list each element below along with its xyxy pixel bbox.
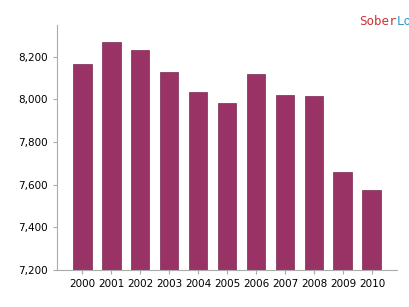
- Bar: [189, 92, 207, 307]
- Bar: [333, 172, 352, 307]
- Text: Look.com: Look.com: [397, 15, 409, 28]
- Bar: [362, 190, 381, 307]
- Bar: [247, 74, 265, 307]
- Bar: [305, 96, 324, 307]
- Bar: [276, 95, 294, 307]
- Bar: [73, 64, 92, 307]
- Bar: [102, 42, 121, 307]
- Bar: [130, 50, 149, 307]
- Bar: [160, 72, 178, 307]
- Bar: [218, 103, 236, 307]
- Text: Sober: Sober: [359, 15, 397, 28]
